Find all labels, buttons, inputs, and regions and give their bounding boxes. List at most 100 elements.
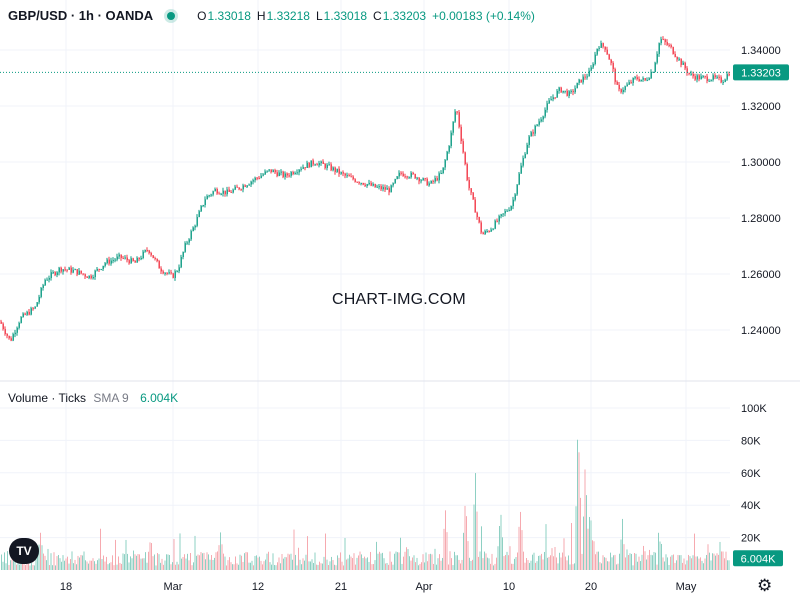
candle-body [498,216,500,222]
candle-body [246,185,248,187]
volume-bar [653,552,655,570]
candle-body [648,78,650,80]
candle-body [570,90,572,92]
candle-body [42,285,44,288]
candle-body [144,249,146,252]
volume-bar [484,551,485,570]
volume-bar [464,505,466,570]
volume-legend: Volume · Ticks SMA 9 6.004K [8,391,178,405]
volume-axis[interactable]: 100K 80K 60K 40K 20K [741,403,767,545]
candle-body [392,183,394,186]
volume-bar [563,538,565,570]
candle-body [606,49,608,55]
volume-sma-label: SMA 9 [93,391,129,405]
candle-body [100,269,102,271]
volume-bar [131,558,133,570]
volume-bar [325,533,326,570]
volume-bar [329,561,331,570]
candle-body [712,75,714,80]
candle-body [514,194,516,200]
volume-bar [587,528,589,570]
volume-bar [265,559,266,570]
volume-title[interactable]: Volume · Ticks [8,391,87,405]
candle-body [20,316,22,323]
volume-bar [502,537,503,570]
candle-body [720,77,722,83]
candle-body [664,39,666,43]
candle-body [566,90,568,96]
volume-bar [343,565,344,570]
candle-body [278,172,280,176]
candle-body [94,270,96,278]
volume-bar [218,545,220,570]
volume-bar [718,554,719,570]
volume-bar [53,552,55,570]
volume-bar [556,557,557,570]
volume-bar [304,560,305,570]
volume-bar [5,563,7,570]
candle-body [390,185,392,193]
volume-bar [290,553,292,570]
price-axis[interactable]: 1.34000 1.32000 1.30000 1.28000 1.26000 1.240… [741,45,781,337]
last-price-badge-label: 1.33203 [741,67,781,79]
candle-body [234,186,236,190]
volume-bar [40,532,41,570]
candle-body [218,193,220,195]
volume-bar [485,553,487,570]
volume-bar [490,563,491,570]
candle-body [614,69,616,82]
candle-body [688,72,690,74]
candle-body [474,199,476,213]
volume-bar [178,564,179,570]
time-axis[interactable]: 18 Mar 12 21 Apr 10 20 May [60,581,697,593]
candle-body [222,190,224,194]
candle-body [322,161,324,164]
volume-bar [194,535,196,570]
volume-bar [476,511,478,570]
volume-tick-label: 80K [741,435,761,447]
symbol-title[interactable]: GBP/USD · 1h · OANDA [8,8,154,23]
volume-bar [650,554,652,570]
volume-bar [631,553,632,570]
volume-bar [119,562,121,570]
volume-bar [128,562,130,570]
time-tick-label: Apr [415,581,432,593]
volume-bar [340,552,341,570]
candle-body [74,269,76,271]
volume-bar [448,564,449,570]
volume-bar [116,564,118,570]
volume-bar [302,558,304,570]
candle-body [728,74,730,76]
candle-body [66,269,68,271]
volume-bar [488,558,490,570]
market-status-icon[interactable] [167,11,176,20]
candle-body [80,270,82,274]
tradingview-logo-icon[interactable]: TV [9,538,39,564]
candle-body [526,144,528,155]
volume-bar [80,554,82,570]
candle-body [166,272,168,274]
candle-body [356,181,358,183]
volume-bar [259,556,260,570]
volume-bar [137,554,139,570]
volume-bar [29,565,31,570]
volume-bar [374,560,376,570]
settings-gear-icon[interactable]: ⚙ [757,576,773,595]
volume-bar [100,528,101,570]
candle-body [36,302,38,307]
change-value: +0.00183 (+0.14%) [432,8,535,23]
candle-body [60,267,62,272]
volume-bar [47,548,49,570]
candle-body [90,275,92,279]
candle-body [426,178,428,186]
volume-bar [170,564,172,570]
candle-body [288,175,290,177]
volume-bar [104,561,106,570]
volume-bar [2,561,4,570]
volume-bar [409,556,410,570]
candle-body [724,79,726,83]
volume-bar [133,550,134,570]
volume-bar [668,564,670,570]
candle-body [376,186,378,188]
